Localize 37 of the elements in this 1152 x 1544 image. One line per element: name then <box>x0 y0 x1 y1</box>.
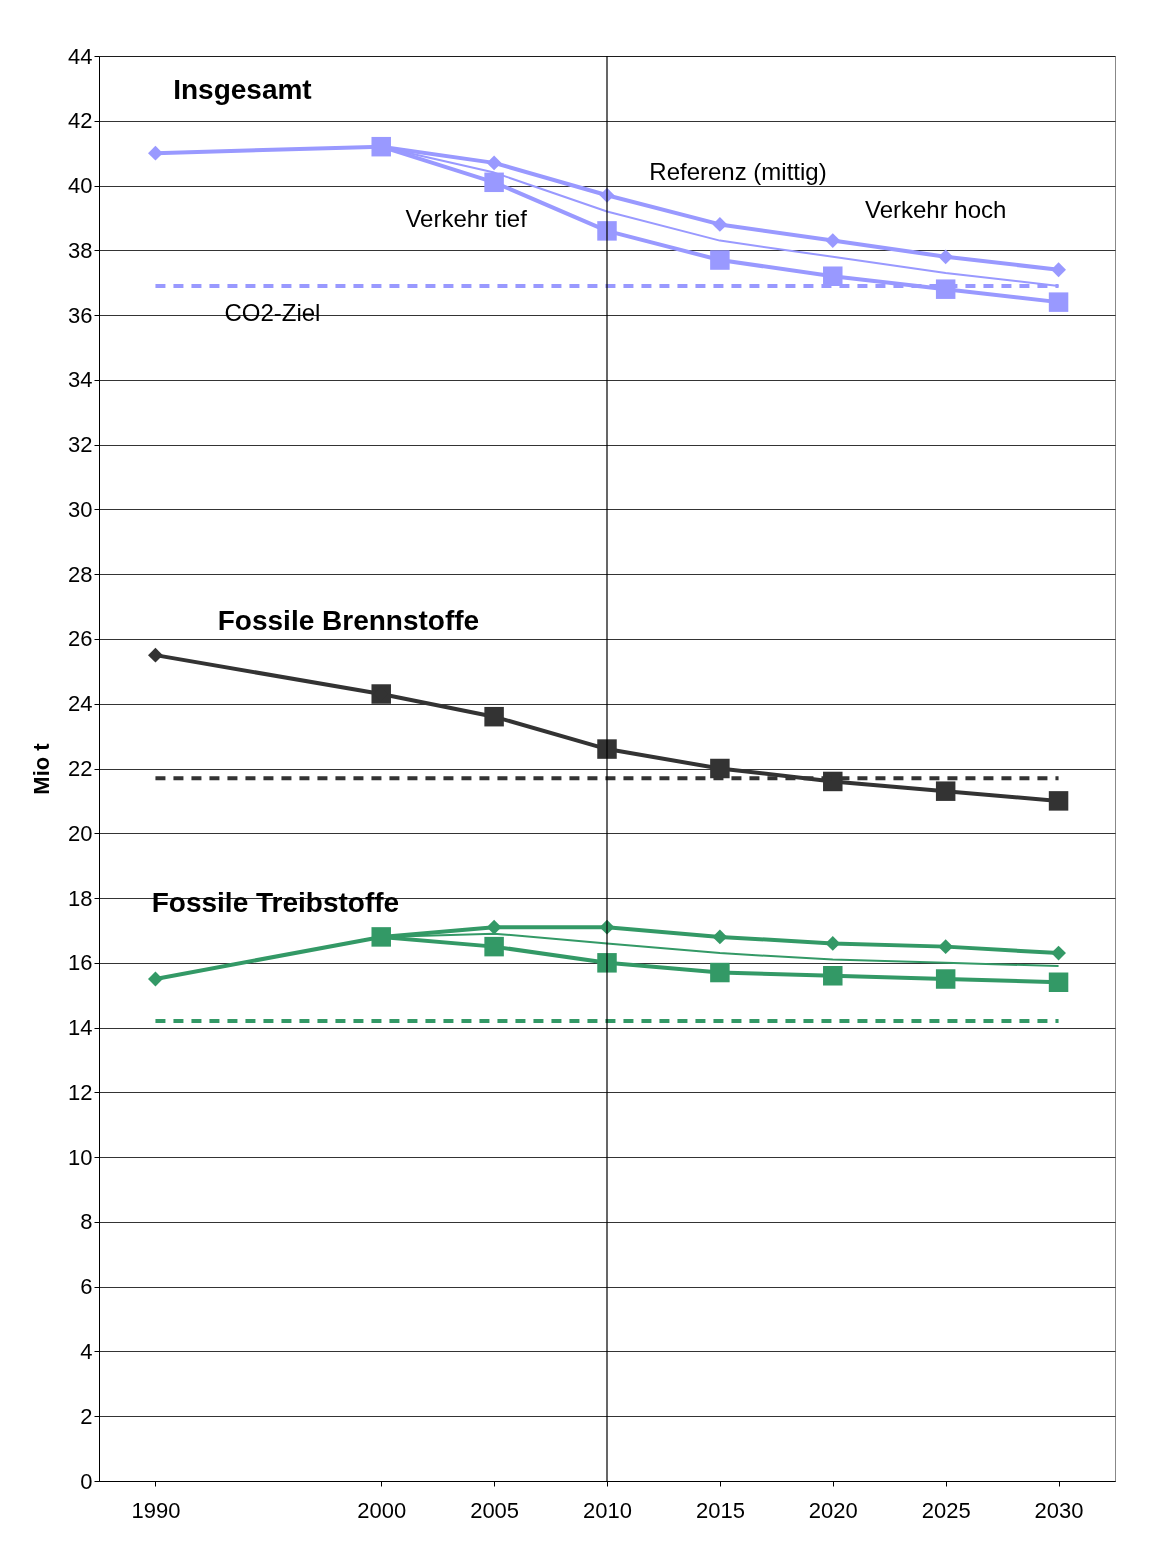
y-tick-label: 4 <box>80 1338 93 1364</box>
y-tick-label: 0 <box>80 1468 93 1494</box>
x-tick-label: 2025 <box>921 1497 971 1523</box>
y-tick-label: 38 <box>68 237 93 263</box>
y-tick-label: 20 <box>68 820 93 846</box>
annotation: Fossile Brennstoffe <box>217 605 480 637</box>
y-tick-label: 22 <box>68 756 93 781</box>
annotation: Verkehr hoch <box>864 195 1007 223</box>
x-tick-label: 2030 <box>1034 1497 1084 1523</box>
x-tick-label: 2015 <box>695 1497 745 1523</box>
y-tick-label: 14 <box>68 1015 93 1041</box>
y-tick-label: 32 <box>68 432 93 458</box>
annotation: Insgesamt <box>173 74 312 106</box>
y-tick-label: 28 <box>68 561 93 587</box>
annotation: Verkehr tief <box>405 205 528 233</box>
x-tick-label: 1990 <box>131 1497 181 1523</box>
y-tick-label: 26 <box>68 626 93 652</box>
y-tick-label: 42 <box>68 108 93 134</box>
y-tick-label: 16 <box>68 950 93 976</box>
y-tick-label: 24 <box>68 691 93 717</box>
y-tick-label: 44 <box>68 43 93 69</box>
y-tick-label: 8 <box>80 1209 93 1235</box>
x-tick-label: 2020 <box>808 1497 858 1523</box>
y-tick-label: 34 <box>68 367 93 393</box>
x-tick-label: 2010 <box>583 1497 632 1523</box>
y-tick-label: 2 <box>80 1403 93 1429</box>
y-tick-label: 30 <box>68 496 93 522</box>
y-tick-label: 40 <box>68 173 93 199</box>
annotation: Referenz (mittig) <box>649 158 827 186</box>
y-tick-label: 12 <box>68 1079 93 1105</box>
x-tick-label: 2000 <box>357 1497 407 1523</box>
y-tick-label: 10 <box>68 1144 93 1170</box>
y-axis-title: Mio t <box>29 742 55 795</box>
y-tick-label: 36 <box>68 302 93 328</box>
x-tick-label: 2005 <box>470 1497 520 1523</box>
y-tick-label: 18 <box>68 885 93 911</box>
y-tick-label: 6 <box>80 1274 93 1300</box>
